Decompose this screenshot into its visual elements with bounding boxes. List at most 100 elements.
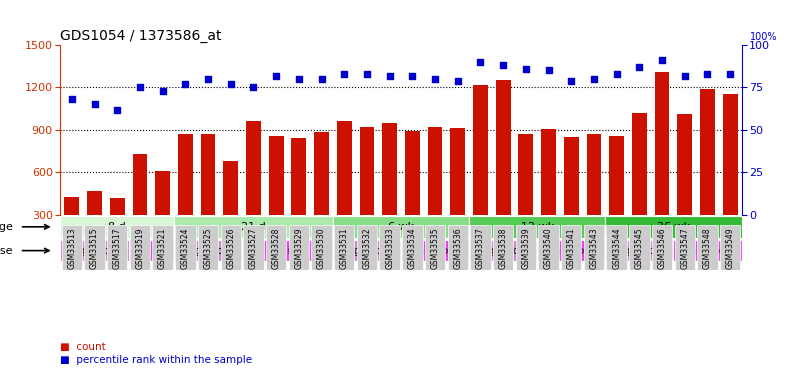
Text: GSM33535: GSM33535: [430, 227, 439, 269]
Bar: [605, 240, 673, 261]
Bar: [402, 225, 422, 270]
Bar: [175, 225, 196, 270]
Bar: [246, 122, 261, 215]
Point: [247, 84, 260, 90]
Bar: [405, 130, 420, 215]
Text: low iron: low iron: [552, 246, 591, 256]
Bar: [223, 161, 238, 215]
Bar: [425, 225, 445, 270]
Text: GSM33544: GSM33544: [613, 227, 621, 269]
Text: GSM33528: GSM33528: [272, 227, 280, 268]
Bar: [357, 225, 377, 270]
Text: GSM33515: GSM33515: [90, 227, 99, 269]
Text: GSM33537: GSM33537: [476, 227, 485, 269]
Text: GSM33524: GSM33524: [181, 227, 189, 269]
Text: low iron: low iron: [132, 246, 170, 256]
Point: [496, 62, 509, 68]
Bar: [605, 216, 742, 237]
Bar: [382, 123, 397, 215]
Text: GSM33540: GSM33540: [544, 227, 553, 269]
Text: GSM33517: GSM33517: [113, 227, 122, 269]
Bar: [380, 225, 400, 270]
Point: [110, 106, 123, 112]
Point: [610, 71, 623, 77]
Text: high iron: high iron: [186, 246, 230, 256]
Bar: [723, 94, 737, 215]
Bar: [334, 225, 355, 270]
Text: GSM33531: GSM33531: [340, 227, 349, 269]
Bar: [107, 225, 127, 270]
Bar: [156, 171, 170, 215]
Bar: [584, 225, 604, 270]
Text: low iron: low iron: [268, 246, 306, 256]
Bar: [268, 136, 284, 215]
Bar: [359, 127, 374, 215]
Bar: [469, 240, 537, 261]
Bar: [60, 216, 174, 237]
Bar: [673, 240, 742, 261]
Bar: [537, 240, 605, 261]
Text: GSM33533: GSM33533: [385, 227, 394, 269]
Bar: [470, 225, 491, 270]
Bar: [243, 225, 264, 270]
Text: GSM33513: GSM33513: [68, 227, 77, 269]
Bar: [606, 225, 627, 270]
Text: GSM33529: GSM33529: [294, 227, 303, 269]
Text: high iron: high iron: [73, 246, 116, 256]
Bar: [720, 225, 741, 270]
Text: low iron: low iron: [416, 246, 455, 256]
Text: 100%: 100%: [750, 32, 777, 42]
Point: [701, 71, 714, 77]
Bar: [314, 132, 329, 215]
Bar: [652, 225, 672, 270]
Text: high iron: high iron: [617, 246, 661, 256]
Point: [542, 68, 555, 74]
Bar: [697, 225, 717, 270]
Bar: [174, 240, 242, 261]
Bar: [197, 225, 218, 270]
Bar: [128, 240, 174, 261]
Text: GSM33539: GSM33539: [521, 227, 530, 269]
Point: [588, 76, 600, 82]
Bar: [132, 154, 147, 215]
Text: GSM33527: GSM33527: [249, 227, 258, 269]
Bar: [401, 240, 469, 261]
Text: GSM33526: GSM33526: [226, 227, 235, 269]
Point: [179, 81, 192, 87]
Point: [383, 73, 396, 79]
Bar: [493, 225, 513, 270]
Text: GSM33534: GSM33534: [408, 227, 417, 269]
Point: [202, 76, 214, 82]
Bar: [428, 127, 442, 215]
Text: GSM33532: GSM33532: [363, 227, 372, 269]
Text: GSM33546: GSM33546: [658, 227, 667, 269]
Point: [474, 59, 487, 65]
Text: GSM33530: GSM33530: [317, 227, 326, 269]
Bar: [64, 196, 79, 215]
Bar: [609, 136, 624, 215]
Point: [88, 102, 101, 108]
Point: [406, 73, 419, 79]
Bar: [130, 225, 150, 270]
Point: [134, 84, 147, 90]
Bar: [87, 191, 102, 215]
Text: 6 wk: 6 wk: [388, 222, 414, 232]
Point: [655, 57, 668, 63]
Bar: [564, 137, 579, 215]
Bar: [473, 85, 488, 215]
Bar: [447, 225, 468, 270]
Bar: [292, 138, 306, 215]
Point: [724, 71, 737, 77]
Bar: [675, 225, 695, 270]
Bar: [561, 225, 581, 270]
Bar: [587, 134, 601, 215]
Bar: [85, 225, 105, 270]
Bar: [496, 80, 510, 215]
Bar: [61, 225, 82, 270]
Point: [519, 66, 532, 72]
Text: GSM33547: GSM33547: [680, 227, 689, 269]
Text: GSM33519: GSM33519: [135, 227, 144, 269]
Point: [338, 71, 351, 77]
Text: high iron: high iron: [345, 246, 388, 256]
Bar: [60, 240, 128, 261]
